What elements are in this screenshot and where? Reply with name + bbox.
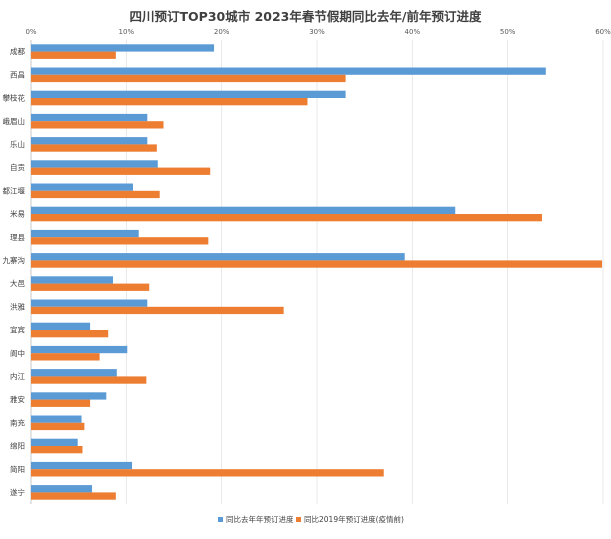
bar-series1-14: [31, 369, 117, 377]
bar-series1-5: [31, 160, 158, 168]
x-tick-label-3: 30%: [309, 28, 325, 36]
x-tick-label-5: 50%: [500, 28, 516, 36]
category-label-19: 遂宁: [10, 487, 25, 497]
legend-swatch-2: [296, 517, 301, 522]
bar-series2-0: [31, 51, 116, 59]
bar-series2-9: [31, 260, 603, 268]
category-label-2: 攀枝花: [3, 93, 26, 103]
bar-series1-7: [31, 206, 456, 214]
bar-series2-2: [31, 98, 308, 106]
category-label-15: 雅安: [10, 394, 25, 404]
category-label-4: 乐山: [10, 139, 25, 149]
category-label-0: 成都: [10, 46, 25, 56]
bar-series1-16: [31, 415, 82, 423]
bar-series2-1: [31, 74, 346, 83]
category-label-18: 简阳: [10, 464, 25, 474]
bar-series1-17: [31, 438, 78, 446]
category-label-7: 米易: [10, 209, 25, 219]
legend-label-2: 同比2019年预订进度(疫情前): [304, 514, 404, 524]
bar-series2-14: [31, 376, 147, 384]
legend-label-1: 同比去年年预订进度: [226, 514, 294, 524]
bar-series1-12: [31, 322, 91, 330]
category-label-14: 内江: [10, 371, 25, 381]
bar-series1-0: [31, 44, 215, 52]
x-tick-label-1: 10%: [119, 28, 135, 36]
category-label-9: 九寨沟: [3, 255, 26, 265]
legend-swatch-1: [218, 517, 223, 522]
bar-series2-12: [31, 330, 109, 338]
bar-series2-19: [31, 492, 116, 500]
bar-series1-4: [31, 137, 148, 145]
bar-series1-18: [31, 461, 133, 470]
bar-series2-8: [31, 237, 209, 245]
category-label-13: 阆中: [10, 348, 25, 358]
category-label-3: 峨眉山: [3, 116, 26, 126]
bar-series1-1: [31, 67, 546, 75]
bar-series1-15: [31, 392, 107, 400]
bar-series1-11: [31, 299, 148, 307]
bar-series1-6: [31, 183, 134, 191]
category-label-8: 理县: [10, 233, 25, 242]
bar-series1-2: [31, 90, 346, 98]
bar-series1-9: [31, 253, 405, 261]
chart-title: 四川预订TOP30城市 2023年春节假期同比去年/前年预订进度: [129, 9, 482, 24]
bar-series1-8: [31, 229, 139, 238]
category-label-17: 绵阳: [10, 441, 25, 451]
x-tick-label-4: 40%: [405, 28, 421, 36]
bar-series2-11: [31, 306, 284, 315]
category-label-11: 洪雅: [10, 301, 25, 311]
bar-series2-4: [31, 144, 157, 152]
category-label-10: 大邑: [10, 278, 25, 288]
bar-series2-16: [31, 422, 85, 431]
bar-series2-15: [31, 399, 91, 407]
category-label-16: 南充: [10, 417, 25, 427]
bar-series2-17: [31, 446, 83, 454]
bar-series2-6: [31, 190, 160, 199]
x-tick-label-6: 60%: [595, 28, 611, 36]
bar-series1-13: [31, 345, 128, 354]
bar-series2-5: [31, 167, 211, 175]
x-tick-label-0: 0%: [25, 28, 36, 36]
bar-series1-19: [31, 485, 93, 493]
bar-series2-3: [31, 121, 164, 129]
bar-series2-10: [31, 283, 150, 291]
bar-series1-3: [31, 113, 148, 122]
category-label-6: 都江堰: [3, 185, 26, 195]
x-tick-label-2: 20%: [214, 28, 230, 36]
category-label-12: 宜宾: [10, 325, 25, 335]
bar-series1-10: [31, 276, 113, 284]
category-label-5: 自贡: [10, 162, 25, 172]
category-label-1: 西昌: [10, 70, 25, 79]
bar-series2-18: [31, 469, 384, 477]
bar-series2-13: [31, 353, 100, 361]
bar-series2-7: [31, 214, 542, 222]
